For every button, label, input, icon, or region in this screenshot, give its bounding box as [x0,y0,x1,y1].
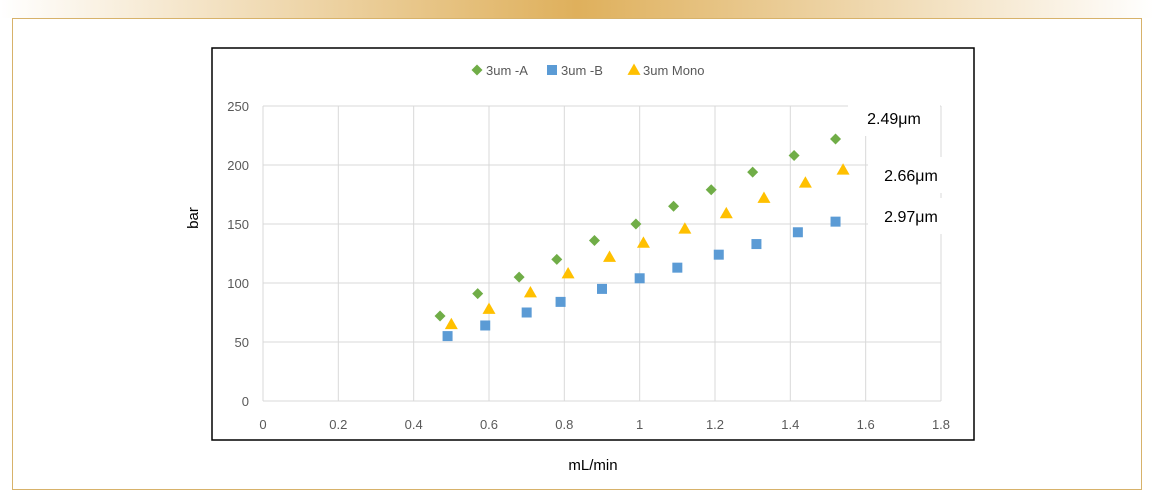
point-3um-a [747,166,759,178]
point-3um-mono [836,163,850,175]
point-3um-mono [603,250,617,262]
x-axis-title: mL/min [568,457,617,474]
point-3um-a [551,253,563,265]
point-3um-a [472,288,484,300]
annotation-box [868,198,954,234]
data-marks [434,133,850,342]
x-tick-label: 0.2 [329,417,347,432]
y-tick-label: 250 [227,99,249,114]
point-3um-mono [678,222,692,234]
point-3um-b [751,239,762,250]
figure-frame [12,18,1142,490]
point-3um-b [634,273,645,284]
x-tick-label: 1.6 [857,417,875,432]
point-3um-a [630,218,642,230]
point-3um-a [588,235,600,247]
point-3um-a [434,310,446,322]
y-tick-label: 50 [235,335,249,350]
point-3um-a [705,184,717,196]
point-3um-mono [523,285,537,298]
point-3um-mono [757,191,771,203]
point-3um-mono [719,206,733,219]
point-3um-b [521,307,532,318]
x-tick-label: 0.6 [480,417,498,432]
point-3um-mono [561,267,575,279]
legend-marker-3um-b [547,65,557,75]
legend: 3um -A 3um -B 3um Mono [471,63,704,78]
annotation-label: 2.49μm [867,111,921,128]
y-tick-label: 200 [227,158,249,173]
top-decorative-band [0,0,1154,18]
legend-marker-3um-mono [627,63,641,75]
legend-label-3um-b: 3um -B [561,63,603,78]
axis-ticks: 0 0.2 0.4 0.6 0.8 1 1.2 1.4 1.6 1.8 0 50 100 150 200 25… [227,99,950,432]
point-3um-mono [482,302,496,314]
point-3um-b [830,216,841,227]
x-tick-label: 0 [259,417,266,432]
annotation-box [848,100,940,136]
point-3um-b [555,296,566,307]
point-3um-b [597,283,607,294]
point-3um-b [713,249,724,260]
point-3um-mono [636,236,650,248]
point-3um-b [792,227,803,238]
y-axis-title: bar [185,207,202,229]
x-tick-label: 1 [636,417,643,432]
x-tick-label: 1.2 [706,417,724,432]
point-3um-b [480,320,491,331]
y-tick-label: 100 [227,276,249,291]
point-3um-a [513,271,525,283]
point-3um-b [672,262,683,273]
legend-label-3um-mono: 3um Mono [643,63,704,78]
y-tick-label: 0 [242,394,249,409]
y-tick-label: 150 [227,217,249,232]
x-tick-label: 0.8 [555,417,573,432]
annotations: 2.49μm 2.66μm 2.97μm [848,100,954,234]
point-3um-a [830,133,842,145]
point-3um-mono [798,176,812,188]
legend-marker-3um-a [471,64,483,76]
point-3um-a [668,200,680,212]
x-tick-label: 1.8 [932,417,950,432]
annotation-label: 2.66μm [884,168,938,185]
annotation-box [868,157,954,193]
x-tick-label: 0.4 [405,417,423,432]
legend-label-3um-a: 3um -A [486,63,528,78]
point-3um-b [442,331,453,342]
point-3um-a [788,150,800,162]
x-tick-label: 1.4 [781,417,799,432]
point-3um-mono [444,317,458,330]
annotation-label: 2.97μm [884,209,938,226]
